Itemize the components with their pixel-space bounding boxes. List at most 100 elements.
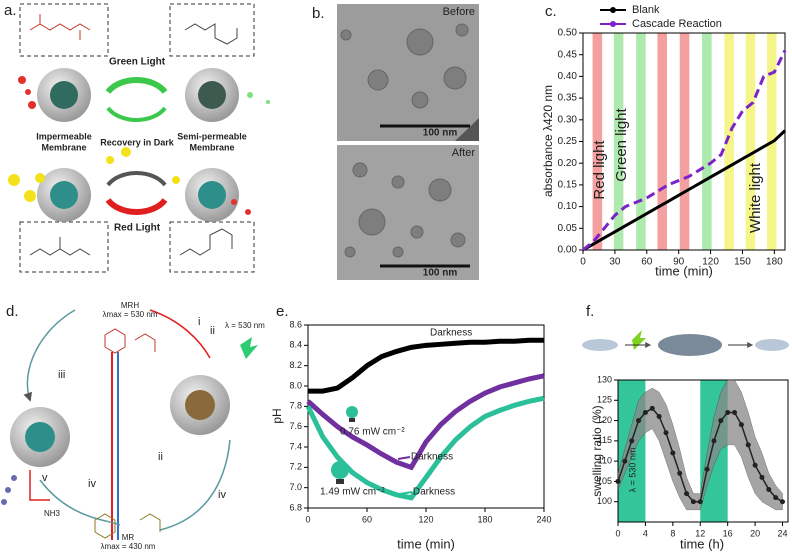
light-band bbox=[592, 33, 603, 250]
x-tick-label: 4 bbox=[643, 528, 648, 538]
series-line bbox=[582, 49, 787, 252]
panel-a: a. Green Light Red Light Recovery in Dar… bbox=[4, 2, 270, 273]
x-tick-label: 0 bbox=[615, 528, 620, 538]
legend-marker bbox=[610, 7, 616, 13]
data-point bbox=[636, 418, 642, 424]
data-point bbox=[690, 499, 696, 505]
legend-label: Blank bbox=[632, 4, 660, 16]
vesicles bbox=[340, 23, 469, 258]
y-tick-label: 0.35 bbox=[558, 93, 578, 104]
panel-d: d. MRH λmax = 530 nm λ = 530 nm MR λmax … bbox=[1, 301, 265, 551]
x-axis-label: time (h) bbox=[680, 536, 724, 551]
arrow bbox=[105, 77, 168, 94]
molecule bbox=[29, 14, 91, 40]
compound-label: MR bbox=[122, 533, 135, 542]
molecule bbox=[184, 23, 238, 45]
annotation: λ = 530 nm bbox=[627, 448, 637, 493]
step-label: ii bbox=[210, 325, 215, 337]
annotation: Red light bbox=[591, 140, 608, 200]
x-tick-label: 90 bbox=[673, 257, 685, 268]
y-tick-label: 7.6 bbox=[289, 421, 302, 431]
x-tick-label: 0 bbox=[580, 257, 586, 268]
panel-b: b. Before After 100 nm 100 nm bbox=[312, 4, 479, 280]
data-point bbox=[718, 418, 724, 424]
compound-label: λmax = 430 nm bbox=[101, 542, 156, 551]
y-tick-label: 8.2 bbox=[289, 360, 302, 370]
y-tick-label: 0.20 bbox=[558, 158, 578, 169]
light-band bbox=[745, 33, 756, 250]
data-point bbox=[732, 409, 738, 415]
data-point bbox=[684, 491, 690, 497]
panel-label: b. bbox=[312, 5, 325, 22]
dots bbox=[18, 76, 251, 215]
step-label: iv bbox=[88, 478, 96, 490]
image-label: After bbox=[452, 147, 476, 159]
compound-label: MRH bbox=[121, 301, 139, 310]
y-tick-label: 7.0 bbox=[289, 482, 302, 492]
series-line bbox=[308, 337, 544, 394]
molecule-box bbox=[169, 221, 255, 273]
series-label: 1.49 mW cm⁻² bbox=[320, 487, 385, 498]
arrow bbox=[105, 198, 168, 215]
molecule bbox=[104, 328, 156, 354]
compound-label: λmax = 530 nm bbox=[103, 310, 158, 319]
arrow bbox=[23, 309, 76, 402]
data-point bbox=[642, 409, 648, 415]
light-band bbox=[724, 33, 734, 250]
light-band bbox=[636, 33, 646, 250]
step-label: i bbox=[198, 316, 200, 328]
y-tick-label: 0.25 bbox=[558, 136, 578, 147]
error-area bbox=[617, 379, 783, 511]
compound-label: NH3 bbox=[44, 509, 61, 518]
grid-edge bbox=[455, 118, 479, 141]
y-tick-label: 130 bbox=[597, 374, 612, 384]
data-point bbox=[752, 462, 758, 468]
y-tick-label: 7.4 bbox=[289, 441, 302, 451]
x-tick-label: 12 bbox=[695, 528, 705, 538]
x-tick-label: 20 bbox=[750, 528, 760, 538]
arrow bbox=[159, 439, 231, 531]
x-tick-label: 120 bbox=[418, 514, 433, 524]
y-tick-label: 8.0 bbox=[289, 380, 302, 390]
x-tick-label: 30 bbox=[609, 257, 621, 268]
membrane-label: Impermeable bbox=[36, 131, 92, 141]
annotation: Darkness bbox=[413, 487, 455, 498]
step-label: iv bbox=[218, 489, 226, 501]
data-point bbox=[629, 438, 635, 444]
light-label: Green Light bbox=[109, 57, 166, 68]
panel-label: c. bbox=[545, 3, 557, 20]
light-band bbox=[702, 33, 712, 250]
data-point bbox=[711, 438, 717, 444]
image-label: Before bbox=[443, 6, 475, 18]
y-tick-label: 0.05 bbox=[558, 223, 578, 234]
x-tick-label: 120 bbox=[702, 257, 719, 268]
x-tick-label: 180 bbox=[766, 257, 783, 268]
panel-label: f. bbox=[586, 303, 594, 320]
y-tick-label: 0.40 bbox=[558, 71, 578, 82]
x-axis-label: time (min) bbox=[397, 536, 455, 551]
y-tick-label: 120 bbox=[597, 415, 612, 425]
x-tick-label: 60 bbox=[362, 514, 372, 524]
y-axis-label: swelling ratio (%) bbox=[590, 405, 604, 496]
panel-label: e. bbox=[276, 303, 289, 320]
y-tick-label: 115 bbox=[598, 435, 612, 445]
dots bbox=[247, 92, 270, 104]
annotation-arrow bbox=[397, 456, 411, 460]
data-point bbox=[745, 442, 751, 448]
y-tick-label: 8.4 bbox=[289, 340, 302, 350]
sphere-core bbox=[185, 390, 215, 420]
x-tick-label: 8 bbox=[670, 528, 675, 538]
y-tick-label: 100 bbox=[597, 496, 612, 506]
data-point bbox=[697, 499, 703, 505]
step-label: ii bbox=[158, 451, 163, 463]
sphere-core bbox=[198, 181, 226, 209]
legend-label: Cascade Reaction bbox=[632, 18, 722, 30]
molecule-box bbox=[169, 3, 255, 57]
x-tick-label: 60 bbox=[641, 257, 653, 268]
y-tick-label: 0.30 bbox=[558, 114, 578, 125]
y-tick-label: 0.10 bbox=[558, 201, 578, 212]
series-label: Darkness bbox=[430, 328, 472, 339]
y-tick-label: 0.00 bbox=[558, 245, 578, 256]
y-tick-label: 7.2 bbox=[289, 462, 302, 472]
sphere-core bbox=[25, 422, 55, 452]
